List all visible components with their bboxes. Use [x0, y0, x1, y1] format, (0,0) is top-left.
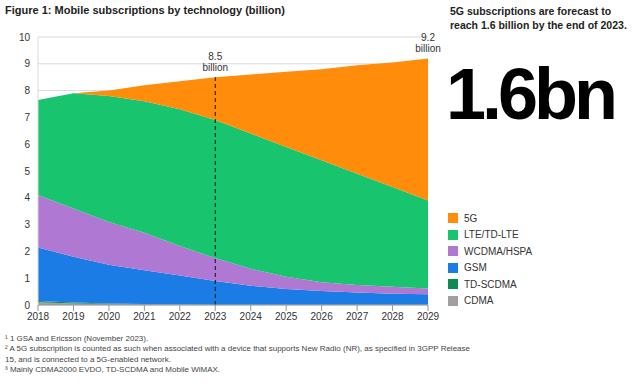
svg-text:3: 3	[24, 219, 30, 230]
svg-text:8: 8	[24, 85, 30, 96]
svg-text:5: 5	[24, 166, 30, 177]
html-text:¹ 1 GSA and Ericsson (November: ¹ 1 GSA and Ericsson (November 2023).	[5, 334, 149, 343]
html-text:³ Mainly CDMA2000 EVDO, TD-SCD: ³ Mainly CDMA2000 EVDO, TD-SCDMA and Mob…	[5, 365, 220, 375]
svg-text:2021: 2021	[133, 311, 156, 322]
svg-text:2026: 2026	[311, 311, 334, 322]
html-text:LTE/TD-LTE: LTE/TD-LTE	[464, 229, 519, 241]
svg-text:2025: 2025	[275, 311, 298, 322]
svg-text:2028: 2028	[381, 311, 404, 322]
html-text:² A 5G subscription is counted: ² A 5G subscription is counted as such w…	[5, 344, 470, 364]
svg-text:2019: 2019	[62, 311, 85, 322]
html-text:5G: 5G	[464, 212, 478, 224]
html-text:WCDMA/HSPA: WCDMA/HSPA	[464, 245, 533, 257]
svg-text:9.2billion: 9.2billion	[415, 32, 441, 54]
html-text:Figure 1: Mobile subscriptions: Figure 1: Mobile subscriptions by techno…	[5, 4, 285, 16]
svg-text:2027: 2027	[346, 311, 369, 322]
svg-text:2022: 2022	[169, 311, 192, 322]
svg-text:6: 6	[24, 139, 30, 150]
html-text:TD-SCDMA: TD-SCDMA	[464, 278, 517, 290]
svg-text:2020: 2020	[98, 311, 121, 322]
svg-text:1: 1	[24, 273, 30, 284]
svg-text:2024: 2024	[240, 311, 263, 322]
html-text:1.6bn: 1.6bn	[446, 54, 615, 134]
svg-text:7: 7	[24, 112, 30, 123]
svg-text:0: 0	[24, 300, 30, 311]
svg-text:10: 10	[19, 32, 31, 43]
svg-text:2023: 2023	[204, 311, 227, 322]
html-text:CDMA: CDMA	[464, 295, 494, 307]
svg-text:2018: 2018	[27, 311, 50, 322]
svg-text:8.5billion: 8.5billion	[202, 51, 228, 73]
html-text:GSM: GSM	[464, 262, 487, 274]
svg-text:4: 4	[24, 192, 30, 203]
svg-text:9: 9	[24, 58, 30, 69]
html-text:5G subscriptions are forecast: 5G subscriptions are forecast to reach 1…	[450, 5, 627, 31]
svg-text:2029: 2029	[417, 311, 440, 322]
svg-text:2: 2	[24, 246, 30, 257]
